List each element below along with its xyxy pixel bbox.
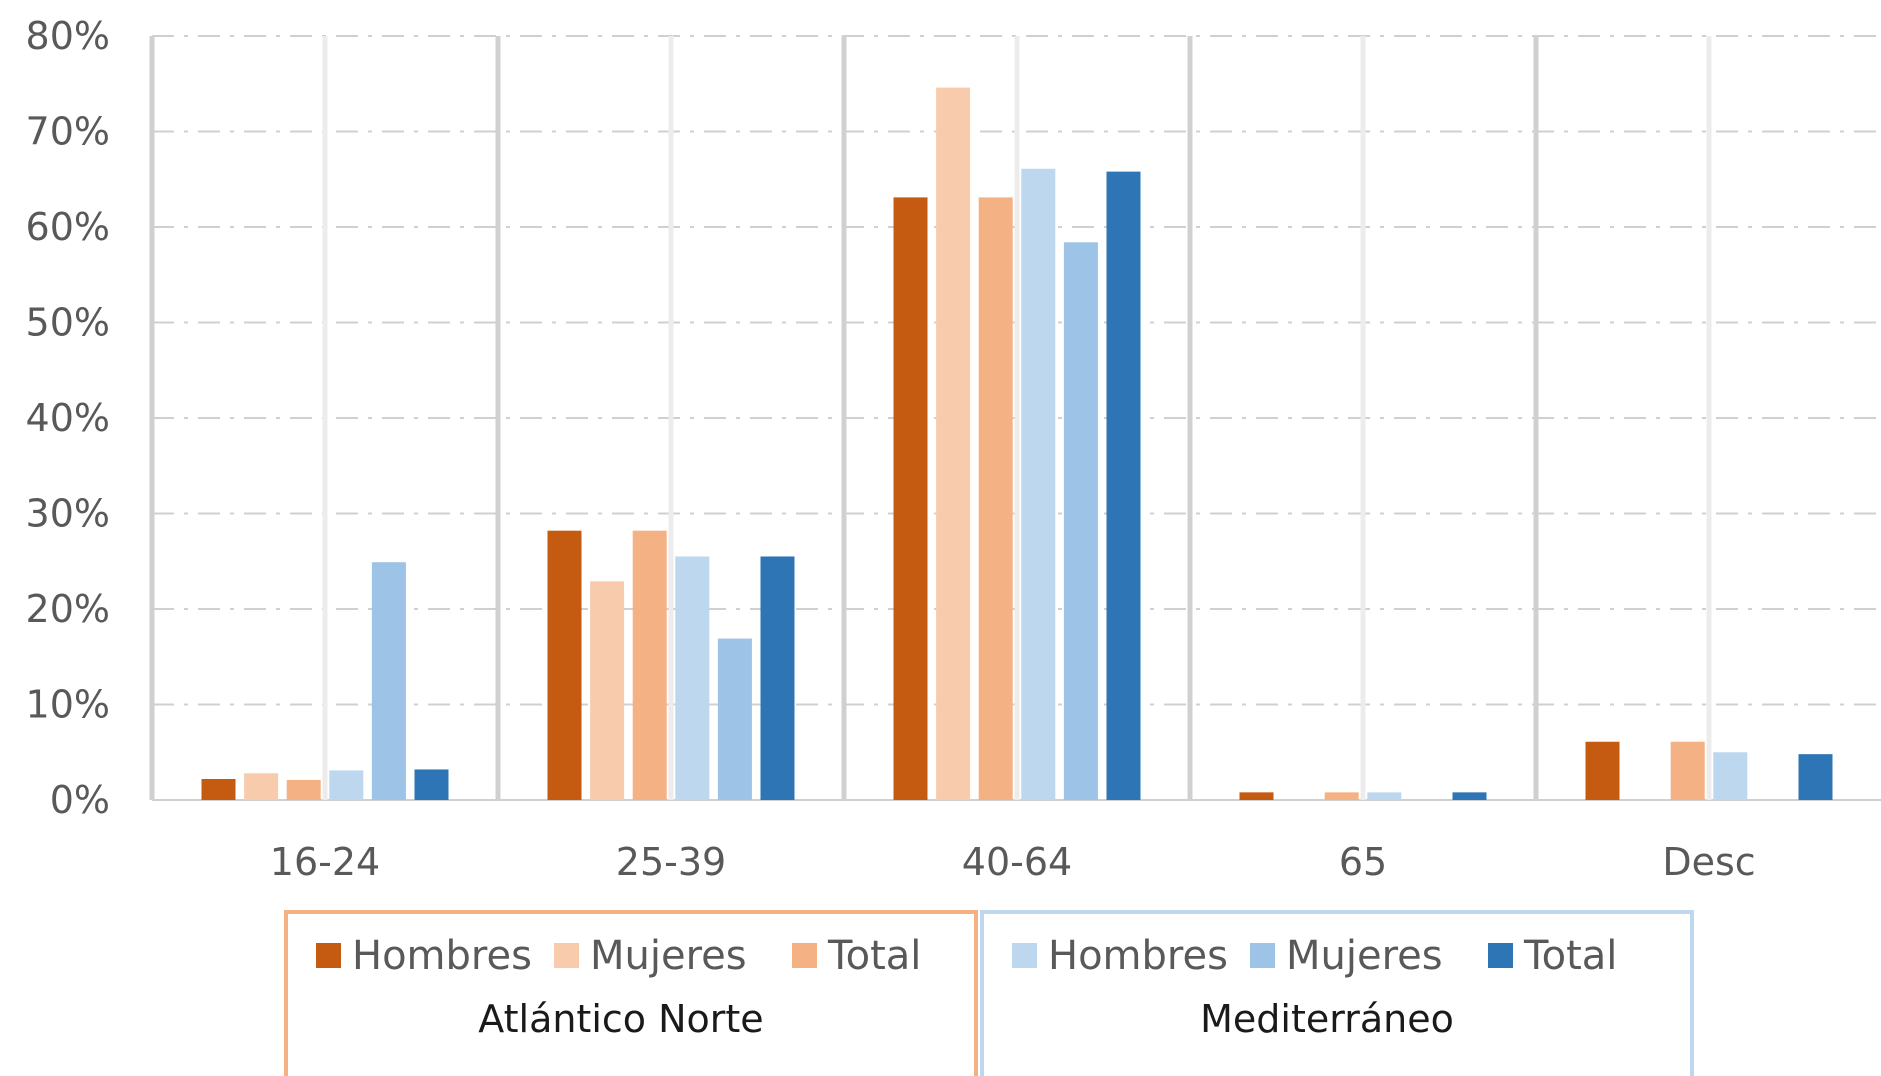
bar-mediterr-neo-mujeres	[717, 638, 752, 800]
bar-mediterr-neo-hombres	[329, 770, 364, 800]
legend-group-border	[980, 910, 1694, 1076]
x-tick-label: Desc	[1662, 840, 1755, 884]
bar-atl-ntico-norte-total	[978, 197, 1013, 800]
legend-entry-label: Mujeres	[590, 933, 747, 979]
x-axis-tick-labels: 16-24 25-39 40-64 65 Desc	[270, 840, 1756, 884]
legend-swatch	[316, 943, 341, 968]
legend-entry-label: Mujeres	[1286, 933, 1443, 979]
bar-mediterr-neo-total	[760, 556, 795, 800]
bar-atl-ntico-norte-total	[632, 530, 667, 800]
legend-group-border	[284, 910, 978, 1076]
legend-swatch	[1250, 943, 1275, 968]
bar-atl-ntico-norte-hombres	[1239, 792, 1274, 800]
y-tick-label: 80%	[26, 14, 110, 58]
bar-atl-ntico-norte-hombres	[201, 778, 236, 800]
legend-swatch	[792, 943, 817, 968]
bar-atl-ntico-norte-hombres	[1585, 741, 1620, 800]
bar-mediterr-neo-hombres	[1021, 168, 1056, 800]
legend-swatch	[1012, 943, 1037, 968]
legend-entry-label: Hombres	[352, 933, 532, 979]
y-tick-label: 40%	[26, 396, 110, 440]
y-tick-label: 70%	[26, 110, 110, 154]
x-tick-label: 40-64	[962, 840, 1072, 884]
bar-atl-ntico-norte-mujeres	[936, 87, 971, 800]
bar-atl-ntico-norte-total	[1670, 741, 1705, 800]
y-tick-label: 0%	[50, 778, 110, 822]
y-tick-label: 20%	[26, 587, 110, 631]
bar-mediterr-neo-total	[1106, 171, 1141, 801]
y-tick-label: 60%	[26, 205, 110, 249]
bar-mediterr-neo-hombres	[675, 556, 710, 800]
legend-swatch	[554, 943, 579, 968]
bar-atl-ntico-norte-mujeres	[244, 773, 279, 800]
bar-atl-ntico-norte-hombres	[547, 530, 582, 800]
legend-swatch	[1488, 943, 1513, 968]
y-tick-label: 30%	[26, 492, 110, 536]
x-tick-label: 16-24	[270, 840, 380, 884]
legend-group-title: Mediterráneo	[1200, 997, 1454, 1041]
x-tick-label: 25-39	[616, 840, 726, 884]
bar-mediterr-neo-mujeres	[371, 562, 406, 800]
bar-atl-ntico-norte-total	[286, 779, 321, 800]
bar-atl-ntico-norte-hombres	[893, 197, 928, 800]
y-tick-label: 10%	[26, 683, 110, 727]
legend-group: Hombres Mujeres Total Atlántico Norte	[284, 910, 978, 1076]
legend-entry-label: Total	[1523, 933, 1617, 979]
bars	[201, 87, 1833, 801]
bar-mediterr-neo-hombres	[1367, 792, 1402, 800]
bar-atl-ntico-norte-mujeres	[590, 581, 625, 800]
y-tick-label: 50%	[26, 301, 110, 345]
bar-atl-ntico-norte-total	[1324, 792, 1359, 800]
legend-entry-label: Hombres	[1048, 933, 1228, 979]
legend-group-title: Atlántico Norte	[478, 997, 763, 1041]
y-axis-tick-labels: 0% 10% 20% 30% 40% 50% 60% 70% 80%	[26, 14, 110, 822]
bar-mediterr-neo-total	[1798, 754, 1833, 800]
x-tick-label: 65	[1339, 840, 1387, 884]
bar-mediterr-neo-total	[1452, 792, 1487, 800]
bar-mediterr-neo-total	[414, 769, 449, 800]
gridlines	[149, 35, 1881, 801]
bar-mediterr-neo-mujeres	[1063, 242, 1098, 800]
legend-group: Hombres Mujeres Total Mediterráneo	[980, 910, 1694, 1076]
legend-entry-label: Total	[827, 933, 921, 979]
bar-mediterr-neo-hombres	[1713, 752, 1748, 800]
